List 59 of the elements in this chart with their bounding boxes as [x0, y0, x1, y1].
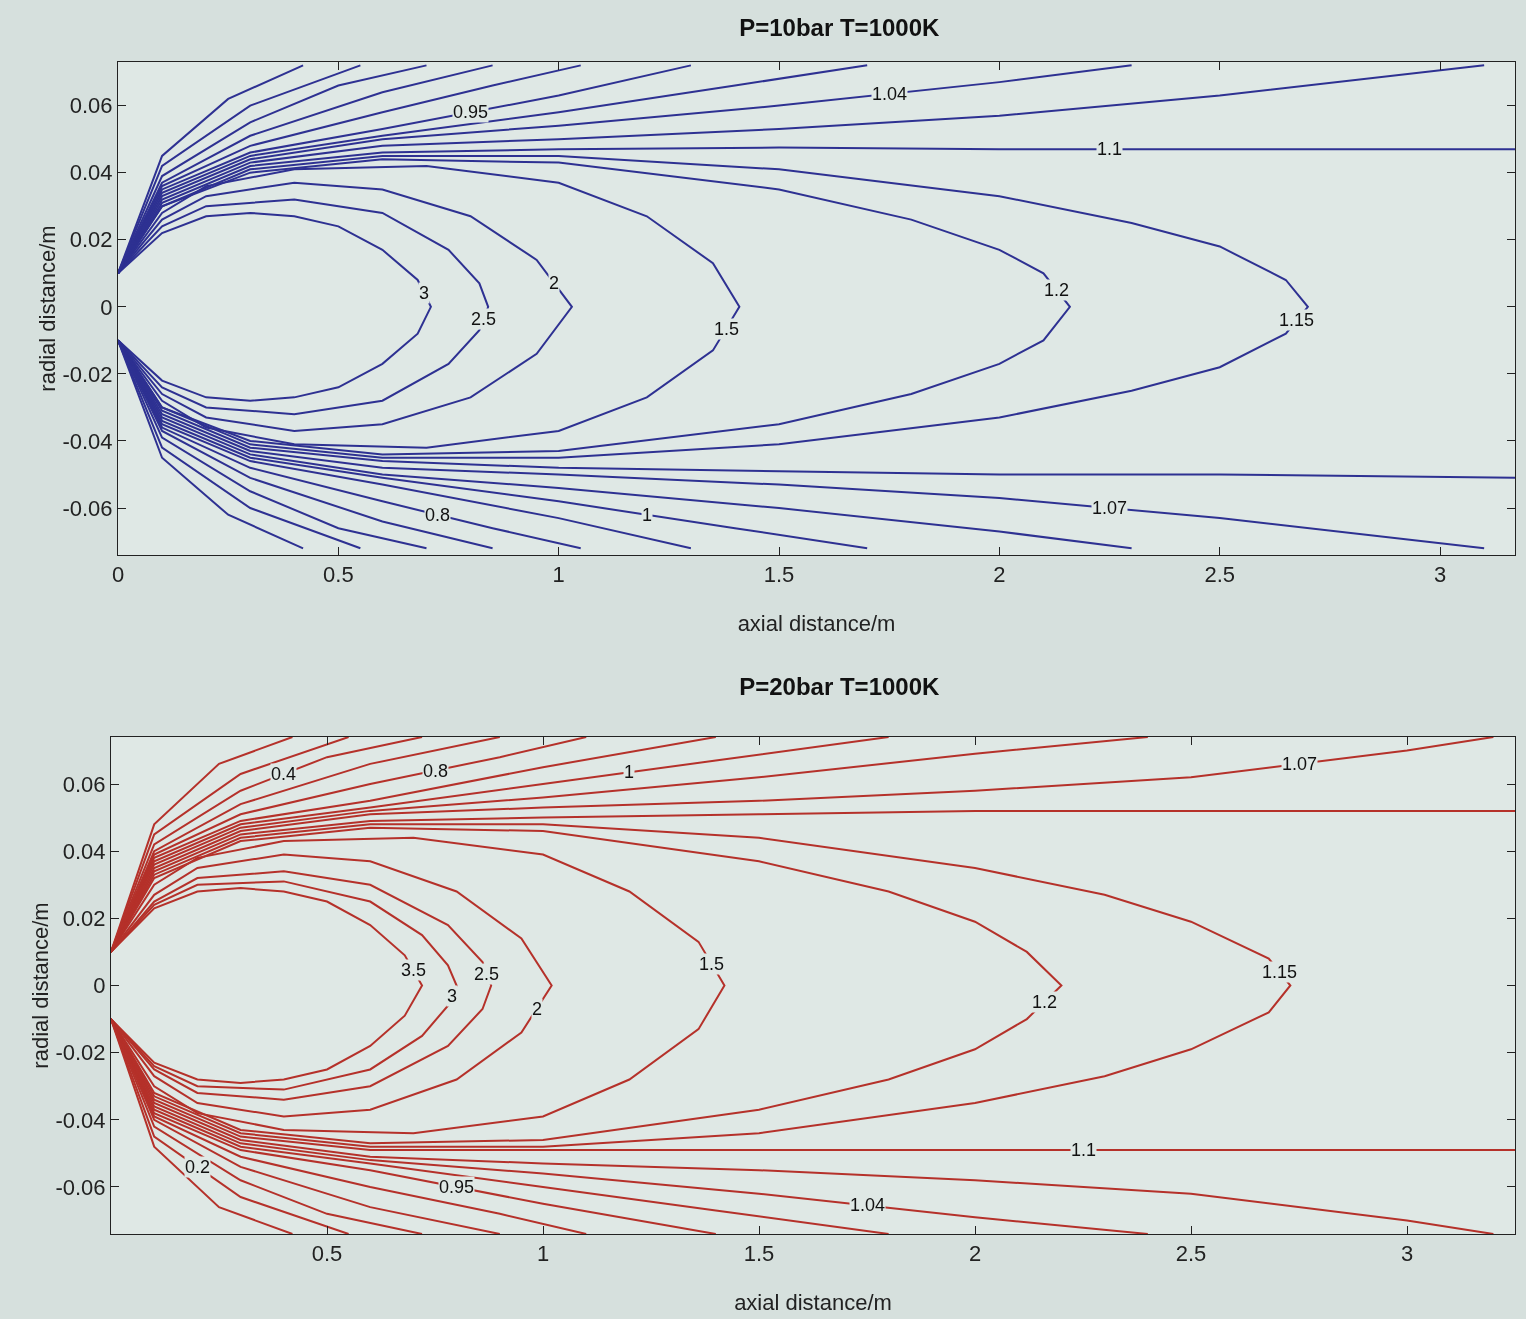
series-label: 1 [642, 505, 653, 525]
x-tick-label: 3 [1433, 562, 1447, 588]
x-tick-label: 3 [1400, 1241, 1414, 1267]
y-tick-label: 0 [93, 973, 106, 999]
series-label: 2 [549, 273, 560, 293]
x-tick-label: 0.5 [311, 1241, 343, 1267]
series-label: 3.5 [401, 960, 427, 980]
chart-title: P=10bar T=1000K [739, 14, 941, 42]
y-tick-label: 0.04 [62, 838, 106, 864]
y-tick-label: -0.04 [55, 1107, 106, 1133]
y-tick-label: -0.02 [62, 361, 113, 387]
series-label: 2 [532, 999, 543, 1019]
y-tick-label: 0.02 [62, 906, 106, 932]
y-tick-label: -0.02 [55, 1040, 106, 1066]
series-label: 1.1 [1071, 1140, 1097, 1160]
y-tick-label: -0.06 [55, 1174, 106, 1200]
y-axis-title: radial distance/m [35, 225, 61, 392]
x-tick-label: 1.5 [763, 562, 795, 588]
series-label: 3 [447, 986, 458, 1006]
series-label: 1.04 [850, 1195, 886, 1215]
series-label: 1.5 [699, 954, 725, 974]
x-tick-label: 2 [993, 562, 1006, 588]
series-label: 1.15 [1262, 962, 1298, 982]
x-tick-label: 1 [552, 562, 565, 588]
x-tick-label: 2.5 [1175, 1241, 1207, 1267]
series-label: 0.95 [453, 102, 489, 122]
y-axis-title: radial distance/m [28, 902, 54, 1069]
y-tick-label: -0.04 [62, 428, 113, 454]
x-axis-title: axial distance/m [737, 611, 896, 636]
series-label: 2.5 [474, 964, 500, 984]
y-tick-label: 0.06 [69, 93, 113, 119]
y-tick-label: 0.02 [69, 227, 113, 253]
series-label: 1.15 [1279, 310, 1315, 330]
series-label: 1.1 [1097, 139, 1123, 159]
series-label: 1.07 [1092, 498, 1128, 518]
series-label: 0.4 [271, 764, 297, 784]
y-tick-label: -0.06 [62, 495, 113, 521]
series-label: 2.5 [471, 309, 497, 329]
x-tick-label: 0.5 [323, 562, 354, 588]
series-label: 1.04 [872, 84, 908, 104]
series-label: 1.2 [1044, 280, 1070, 300]
series-label: 0.8 [423, 761, 449, 781]
series-label: 1.5 [714, 319, 740, 339]
y-tick-label: 0.04 [69, 160, 113, 186]
series-label: 1 [624, 762, 635, 782]
chart-title: P=20bar T=1000K [739, 673, 941, 701]
series-label: 1.07 [1282, 754, 1318, 774]
series-label: 1.2 [1032, 992, 1058, 1012]
series-label: 0.95 [439, 1177, 475, 1197]
series-label: 0.8 [425, 505, 451, 525]
series-label: 0.2 [185, 1157, 211, 1177]
x-tick-label: 2.5 [1204, 562, 1236, 588]
x-tick-label: 1.5 [743, 1241, 775, 1267]
y-tick-label: 0 [100, 294, 113, 320]
x-tick-label: 1 [536, 1241, 550, 1267]
y-tick-label: 0.06 [62, 771, 106, 797]
series-label: 3 [419, 283, 430, 303]
x-tick-label: 2 [968, 1241, 982, 1267]
x-axis-title: axial distance/m [734, 1290, 892, 1315]
